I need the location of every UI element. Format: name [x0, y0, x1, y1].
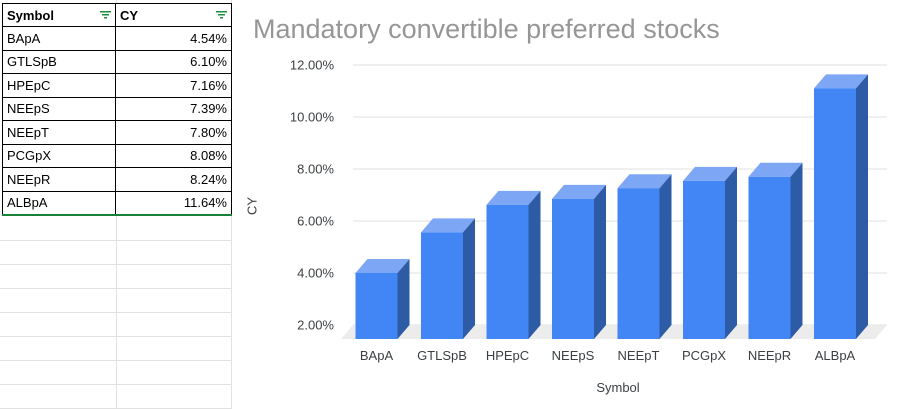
chart-svg: 2.00% 4.00% 6.00% 8.00% 10.00% 12.00% BApA GTLS… — [290, 58, 887, 363]
y-tick-label: 2.00% — [297, 318, 334, 333]
table-row: NEEpR 8.24% — [2, 167, 232, 192]
cell-symbol[interactable]: GTLSpB — [2, 49, 116, 74]
cell-cy[interactable]: 8.24% — [115, 167, 232, 192]
table-body: BApA 4.54% GTLSpB 6.10% HPEpC 7.16% NEEpS 7.39%… — [2, 26, 232, 216]
cell-cy[interactable]: 7.39% — [115, 96, 232, 121]
bar-GTLSpB[interactable] — [421, 218, 475, 339]
y-axis-title: CY — [244, 196, 260, 216]
cell-symbol[interactable]: BApA — [2, 26, 116, 51]
sheet-row-gridline — [0, 360, 232, 361]
header-label-symbol: Symbol — [7, 7, 54, 23]
data-table: Symbol CY BApA 4.54% GTLSpB 6.10% HPEpC 7.16%… — [2, 3, 232, 216]
cell-symbol[interactable]: NEEpR — [2, 167, 116, 192]
y-tick-label: 12.00% — [290, 58, 335, 73]
header-cell-cy[interactable]: CY — [115, 3, 232, 27]
cell-symbol[interactable]: ALBpA — [2, 190, 116, 216]
sheet-row-gridline — [0, 384, 232, 385]
bar-HPEpC[interactable] — [486, 190, 541, 339]
table-row: PCGpX 8.08% — [2, 143, 232, 168]
sheet-row-gridline — [0, 240, 232, 241]
table-row: GTLSpB 6.10% — [2, 49, 232, 74]
cell-cy[interactable]: 11.64% — [115, 190, 232, 216]
cell-symbol[interactable]: HPEpC — [2, 73, 116, 98]
x-tick-label: ALBpA — [815, 348, 856, 363]
sheet-row-gridline — [0, 288, 232, 289]
cell-cy[interactable]: 8.08% — [115, 143, 232, 168]
sheet-area[interactable]: Symbol CY BApA 4.54% GTLSpB 6.10% HPEpC 7.16%… — [0, 0, 233, 409]
header-cell-symbol[interactable]: Symbol — [2, 3, 116, 27]
table-row: BApA 4.54% — [2, 26, 232, 51]
bar-PCGpX[interactable] — [683, 166, 737, 339]
bar-NEEpT[interactable] — [617, 174, 672, 339]
table-row: NEEpT 7.80% — [2, 120, 232, 145]
x-tick-label: PCGpX — [682, 348, 726, 363]
x-tick-label: BApA — [360, 348, 394, 363]
chart-title[interactable]: Mandatory convertible preferred stocks — [253, 14, 720, 44]
sheet-row-gridline — [0, 264, 232, 265]
cell-cy[interactable]: 4.54% — [115, 26, 232, 51]
x-tick-label: NEEpR — [748, 348, 791, 363]
y-tick-label: 4.00% — [297, 266, 334, 281]
x-axis-title: Symbol — [596, 380, 640, 395]
y-tick-label: 6.00% — [297, 214, 334, 229]
x-tick-label: GTLSpB — [417, 348, 467, 363]
cell-cy[interactable]: 7.16% — [115, 73, 232, 98]
table-row: ALBpA 11.64% — [2, 190, 232, 216]
bar-BApA[interactable] — [355, 258, 410, 339]
bar-ALBpA[interactable] — [814, 74, 868, 340]
bar-NEEpR[interactable] — [748, 162, 803, 339]
header-row: Symbol CY — [2, 3, 232, 27]
x-tick-label: NEEpT — [618, 348, 660, 363]
bar-NEEpS[interactable] — [552, 184, 606, 339]
cell-cy[interactable]: 6.10% — [115, 49, 232, 74]
table-row: NEEpS 7.39% — [2, 96, 232, 121]
y-tick-label: 8.00% — [297, 162, 334, 177]
sheet-row-gridline — [0, 336, 232, 337]
table-row: HPEpC 7.16% — [2, 73, 232, 98]
cell-symbol[interactable]: NEEpS — [2, 96, 116, 121]
y-tick-label: 10.00% — [290, 110, 335, 125]
x-tick-label: HPEpC — [486, 348, 529, 363]
x-tick-label: NEEpS — [552, 348, 595, 363]
filter-icon[interactable] — [216, 11, 227, 19]
sheet-row-gridline — [0, 312, 232, 313]
header-label-cy: CY — [120, 7, 139, 23]
filter-icon[interactable] — [100, 11, 111, 19]
cell-symbol[interactable]: PCGpX — [2, 143, 116, 168]
chart-card[interactable]: Mandatory convertible preferred stocks 2… — [233, 0, 900, 409]
cell-cy[interactable]: 7.80% — [115, 120, 232, 145]
cell-symbol[interactable]: NEEpT — [2, 120, 116, 145]
